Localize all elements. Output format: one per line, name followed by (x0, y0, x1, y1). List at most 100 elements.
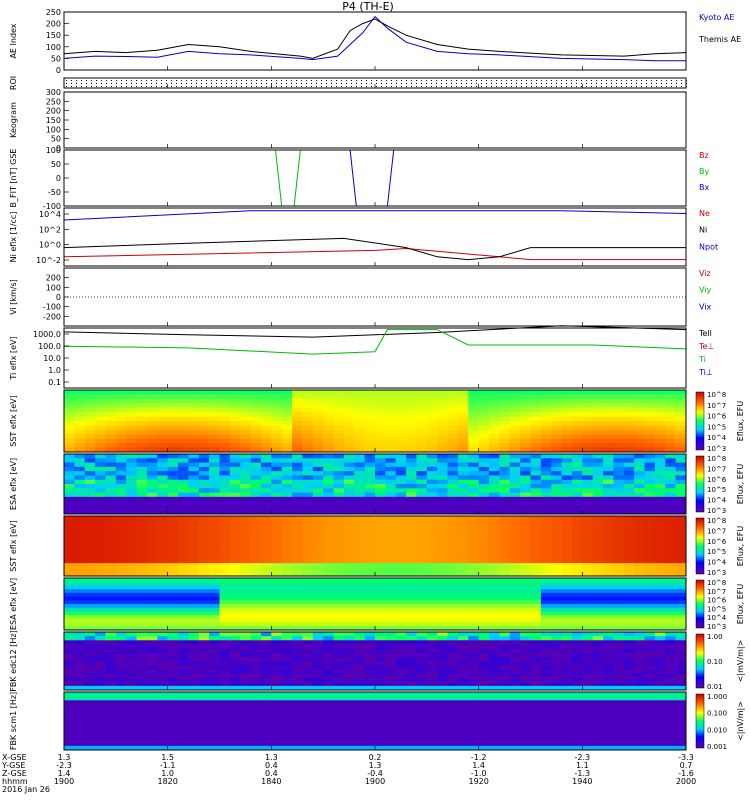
heatmap-cell (468, 611, 480, 616)
heatmap-cell (675, 585, 687, 590)
heatmap-cell (571, 581, 583, 586)
heatmap-cell (426, 488, 438, 494)
heatmap-cell (157, 596, 169, 601)
heatmap-cell (240, 528, 252, 534)
y-tick-label: -50 (48, 188, 61, 197)
roi-marker (531, 86, 532, 87)
heatmap-cell (634, 669, 646, 674)
heatmap-cell (198, 558, 210, 564)
heatmap-cell (468, 578, 480, 583)
heatmap-cell (115, 611, 127, 616)
heatmap-cell (115, 733, 127, 739)
heatmap-cell (95, 425, 106, 431)
heatmap-cell (333, 567, 345, 573)
heatmap-cell (509, 585, 521, 590)
heatmap-cell (654, 458, 666, 464)
heatmap-cell (561, 509, 573, 515)
heatmap-cell (571, 454, 583, 459)
heatmap-cell (260, 407, 272, 413)
roi-marker (171, 86, 172, 87)
heatmap-cell (260, 622, 272, 627)
heatmap-cell (343, 578, 355, 583)
heatmap-cell (447, 640, 459, 645)
heatmap-cell (623, 407, 635, 413)
heatmap-cell (416, 581, 428, 586)
heatmap-cell (240, 546, 252, 551)
heatmap-cell (271, 520, 283, 526)
heatmap-cell (489, 618, 500, 624)
heatmap-cell (198, 611, 210, 616)
roi-marker (451, 80, 452, 81)
heatmap-cell (426, 533, 438, 538)
heatmap-cell (675, 546, 687, 551)
heatmap-cell (178, 471, 189, 476)
heatmap-cell (530, 447, 542, 453)
heatmap-cell (229, 648, 241, 654)
heatmap-cell (84, 589, 96, 594)
heatmap-cell (74, 496, 86, 502)
heatmap-cell (499, 592, 511, 598)
heatmap-cell (582, 611, 594, 616)
heatmap-cell (447, 665, 459, 670)
heatmap-cell (675, 615, 687, 620)
heatmap-cell (644, 520, 656, 526)
heatmap-cell (634, 416, 646, 422)
y-tick-label: 150 (46, 116, 61, 125)
heatmap-cell (260, 681, 272, 687)
heatmap-cell (95, 466, 106, 472)
heatmap-cell (468, 571, 480, 577)
heatmap-cell (229, 567, 241, 573)
heatmap-cell (229, 661, 241, 666)
heatmap-cell (84, 421, 96, 426)
heatmap-cell (302, 563, 314, 568)
heatmap-cell (64, 416, 75, 422)
heatmap-cell (478, 466, 490, 472)
heatmap-cell (312, 581, 324, 586)
heatmap-cell (520, 681, 531, 687)
heatmap-cell (551, 416, 563, 422)
heatmap-cell (375, 520, 386, 526)
heatmap-cell (250, 541, 262, 547)
y-tick-label: 50 (51, 54, 61, 63)
roi-marker (101, 83, 102, 84)
heatmap-cell (126, 607, 138, 612)
heatmap-cell (665, 520, 677, 526)
heatmap-cell (260, 516, 272, 521)
heatmap-cell (126, 496, 138, 502)
heatmap-cell (198, 501, 210, 506)
heatmap-cell (509, 632, 521, 637)
heatmap-cell (105, 681, 117, 687)
heatmap-cell (530, 567, 542, 573)
heatmap-cell (592, 615, 604, 620)
heatmap-cell (623, 429, 635, 435)
heatmap-cell (489, 528, 500, 534)
heatmap-cell (240, 516, 252, 521)
heatmap-cell (395, 665, 407, 670)
heatmap-cell (561, 592, 573, 598)
heatmap-cell (312, 484, 324, 489)
heatmap-cell (437, 677, 449, 683)
heatmap-cell (499, 685, 511, 691)
heatmap-cell (644, 488, 656, 494)
heatmap-cell (364, 533, 376, 538)
heatmap-cell (520, 520, 531, 526)
heatmap-cell (260, 533, 272, 538)
heatmap-cell (437, 669, 449, 674)
heatmap-cell (416, 458, 428, 464)
roi-marker (486, 80, 487, 81)
heatmap-cell (406, 505, 417, 511)
heatmap-cell (105, 685, 117, 691)
roi-marker (71, 83, 72, 84)
heatmap-cell (623, 563, 635, 568)
heatmap-cell (250, 607, 262, 612)
y-tick-label: 50 (51, 160, 61, 169)
heatmap-cell (333, 585, 345, 590)
heatmap-cell (375, 636, 386, 641)
heatmap-cell (582, 516, 594, 521)
heatmap-cell (292, 479, 303, 485)
heatmap-cell (457, 398, 469, 404)
heatmap-cell (343, 541, 355, 547)
heatmap-cell (292, 558, 303, 564)
heatmap-cell (623, 528, 635, 534)
roi-marker (151, 80, 152, 81)
